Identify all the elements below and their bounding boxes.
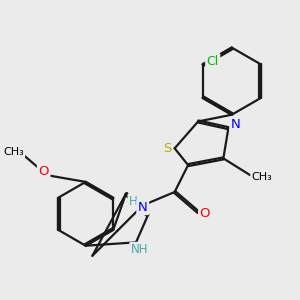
- Text: O: O: [38, 165, 49, 178]
- Text: CH₃: CH₃: [3, 147, 24, 157]
- Text: N: N: [138, 201, 148, 214]
- Text: Cl: Cl: [207, 55, 219, 68]
- Text: CH₃: CH₃: [252, 172, 272, 182]
- Text: NH: NH: [130, 243, 148, 256]
- Text: H: H: [129, 195, 138, 208]
- Text: S: S: [163, 142, 172, 155]
- Text: O: O: [200, 207, 210, 220]
- Text: N: N: [231, 118, 241, 131]
